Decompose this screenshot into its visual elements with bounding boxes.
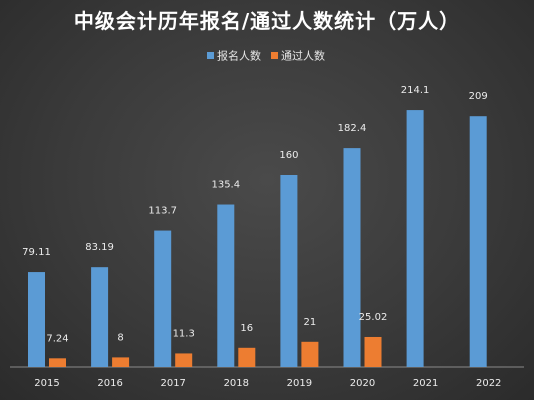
data-label-series-2-2017: 11.3 bbox=[173, 328, 195, 339]
legend-label-series-1: 报名人数 bbox=[217, 49, 261, 63]
x-tick-label-2016: 2016 bbox=[97, 378, 122, 389]
x-axis-ticks: 2015 2016 2017 2018 2019 2020 2021 2022 bbox=[34, 378, 501, 389]
legend-swatch-series-2 bbox=[271, 52, 278, 59]
data-label-series-2-2016: 8 bbox=[117, 332, 123, 343]
x-tick-label-2020: 2020 bbox=[350, 378, 375, 389]
data-label-series-1-2015: 79.11 bbox=[22, 247, 51, 258]
data-label-series-2-2020: 25.02 bbox=[359, 312, 388, 323]
bar-series-2-2018 bbox=[238, 347, 256, 367]
x-tick-label-2017: 2017 bbox=[160, 378, 185, 389]
data-labels: 79.11 7.24 83.19 8 113.7 11.3 135.4 16 160 21 182.… bbox=[22, 85, 488, 344]
bar-series-1-2017 bbox=[154, 230, 172, 367]
bar-series-1-2022 bbox=[469, 116, 487, 367]
bar-series-2-2017 bbox=[175, 353, 193, 367]
x-tick-label-2021: 2021 bbox=[413, 378, 438, 389]
data-label-series-2-2015: 7.24 bbox=[46, 333, 68, 344]
bar-series-1-2015 bbox=[28, 272, 45, 367]
data-label-series-1-2019: 160 bbox=[279, 150, 298, 161]
data-label-series-1-2018: 135.4 bbox=[211, 180, 240, 191]
data-label-series-1-2016: 83.19 bbox=[85, 242, 114, 253]
data-label-series-2-2018: 16 bbox=[240, 323, 253, 334]
x-tick-label-2022: 2022 bbox=[476, 378, 501, 389]
bar-series-1-2019 bbox=[280, 175, 298, 367]
bar-series-2-2020 bbox=[364, 336, 382, 367]
bar-series-1-2021 bbox=[406, 110, 424, 367]
x-tick-label-2019: 2019 bbox=[287, 378, 312, 389]
data-label-series-1-2022: 209 bbox=[469, 91, 488, 102]
bar-series-1-2016 bbox=[91, 267, 109, 367]
bar-series-1-2018 bbox=[217, 204, 235, 367]
chart-title: 中级会计历年报名/通过人数统计（万人） bbox=[74, 9, 460, 33]
bar-series-2-2016 bbox=[112, 357, 130, 367]
data-label-series-1-2021: 214.1 bbox=[401, 85, 430, 96]
x-tick-label-2015: 2015 bbox=[34, 378, 59, 389]
bar-series-2-2015 bbox=[49, 358, 66, 367]
x-tick-label-2018: 2018 bbox=[224, 378, 249, 389]
legend-label-series-2: 通过人数 bbox=[281, 50, 325, 63]
legend: 报名人数 通过人数 bbox=[207, 49, 325, 63]
legend-swatch-series-1 bbox=[207, 52, 214, 59]
data-label-series-1-2020: 182.4 bbox=[338, 123, 367, 134]
bar-series-2-2019 bbox=[301, 341, 319, 367]
bars bbox=[28, 110, 487, 367]
bar-series-1-2020 bbox=[343, 148, 361, 367]
data-label-series-2-2019: 21 bbox=[304, 317, 317, 328]
data-label-series-1-2017: 113.7 bbox=[148, 206, 177, 217]
